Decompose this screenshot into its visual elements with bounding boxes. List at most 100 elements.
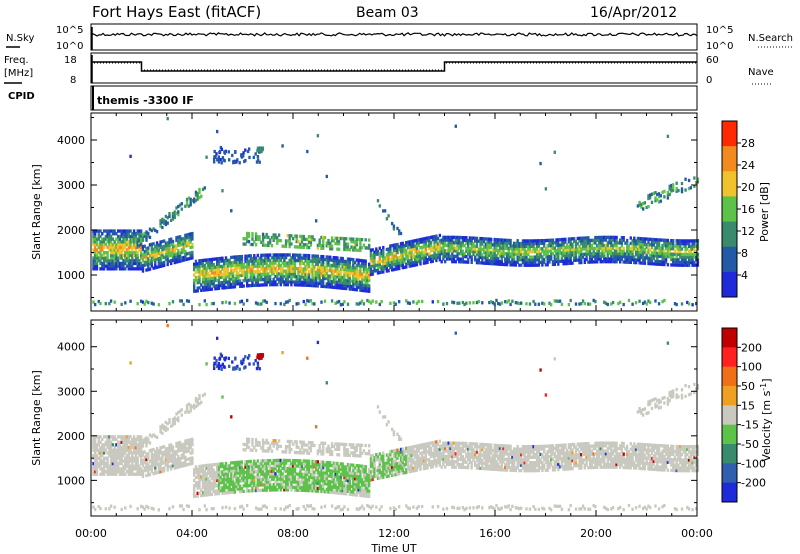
- power-cell: [338, 248, 340, 251]
- power-cell: [259, 150, 261, 153]
- power-colorbar-swatch: [722, 146, 737, 172]
- power-cell: [623, 236, 625, 239]
- velocity-cell: [234, 507, 236, 510]
- power-cell: [594, 300, 596, 303]
- power-cell: [619, 301, 621, 304]
- power-cell: [368, 238, 370, 241]
- nave-tick-top: 60: [706, 55, 719, 66]
- velocity-cell: [177, 416, 179, 419]
- power-cell: [253, 156, 255, 159]
- power-cell: [161, 226, 163, 229]
- power-cell: [623, 303, 625, 306]
- power-cell: [281, 144, 283, 147]
- velocity-cell: [94, 508, 96, 511]
- power-cell: [234, 302, 236, 305]
- velocity-cell: [168, 507, 170, 510]
- velocity-cell: [167, 324, 169, 327]
- power-colorbar-swatch: [722, 171, 737, 197]
- nsky-tick-bottom: 10^0: [56, 41, 83, 52]
- power-cell: [211, 288, 213, 291]
- power-colorbar-tick-label: 16: [741, 203, 755, 216]
- power-cell: [554, 151, 556, 154]
- power-colorbar-tick-label: 28: [741, 137, 755, 150]
- velocity-cell: [205, 508, 207, 511]
- power-cell: [324, 300, 326, 303]
- power-cell: [377, 199, 379, 202]
- power-cell: [380, 300, 382, 303]
- power-cell: [225, 301, 227, 304]
- power-cell: [628, 299, 630, 302]
- power-cell: [660, 194, 662, 197]
- power-cell: [361, 238, 363, 241]
- power-cell: [389, 302, 391, 305]
- power-cell: [395, 303, 397, 306]
- power-cell: [215, 152, 217, 155]
- power-cell: [223, 150, 225, 153]
- power-cell: [368, 244, 370, 247]
- velocity-cell: [200, 401, 202, 404]
- power-cell: [320, 301, 322, 304]
- power-cell: [638, 300, 640, 303]
- power-cell: [331, 299, 333, 302]
- power-cell: [458, 302, 460, 305]
- power-cell: [681, 182, 683, 185]
- power-cell: [658, 302, 660, 305]
- power-cell: [289, 299, 291, 302]
- velocity-cell: [149, 441, 151, 444]
- power-cell: [384, 209, 386, 212]
- y-tick-label: 2000: [57, 224, 85, 237]
- power-cell: [387, 269, 389, 272]
- freq-label-top: Freq.: [4, 55, 29, 66]
- power-cell: [386, 217, 388, 220]
- nsky-tick-top: 10^5: [56, 25, 83, 36]
- power-cell: [297, 302, 299, 305]
- power-cell: [538, 303, 540, 306]
- power-cell: [278, 234, 280, 237]
- power-cell: [559, 300, 561, 303]
- radar-summary-plot: Fort Hays East (fitACF) Beam 03 16/Apr/2…: [0, 0, 800, 554]
- power-cell: [110, 299, 112, 302]
- power-cell: [129, 155, 131, 158]
- cpid-label: CPID: [8, 91, 35, 102]
- velocity-cell: [156, 436, 158, 439]
- power-cell: [243, 284, 245, 287]
- power-cell: [99, 302, 101, 305]
- velocity-cell: [167, 427, 169, 430]
- power-cell: [667, 135, 669, 138]
- power-cell: [649, 301, 651, 304]
- power-cell: [243, 302, 245, 305]
- power-cell: [365, 260, 367, 263]
- power-colorbar-tick-label: 4: [741, 269, 748, 282]
- power-cell: [336, 256, 338, 259]
- power-cell: [231, 154, 233, 157]
- velocity-cell: [158, 508, 160, 511]
- power-cell: [331, 245, 333, 248]
- velocity-cell: [191, 456, 193, 459]
- power-cell: [280, 239, 282, 242]
- power-cell: [534, 303, 536, 306]
- power-cell: [213, 155, 215, 158]
- power-cell: [204, 186, 206, 189]
- velocity-cell: [172, 446, 174, 449]
- velocity-cell: [161, 432, 163, 435]
- power-cell: [168, 212, 170, 215]
- power-cell: [677, 189, 679, 192]
- nave-tick-bottom: 0: [706, 75, 712, 86]
- power-cell: [188, 300, 190, 303]
- power-cell: [222, 156, 224, 159]
- power-cell: [248, 156, 250, 159]
- power-cell: [158, 303, 160, 306]
- power-cell: [660, 200, 662, 203]
- power-cell: [244, 149, 246, 152]
- power-cell: [520, 302, 522, 305]
- velocity-cell: [129, 361, 131, 364]
- power-cell: [147, 301, 149, 304]
- power-cell: [137, 302, 139, 305]
- power-cell: [465, 302, 467, 305]
- power-cell: [430, 241, 432, 244]
- power-cell: [453, 301, 455, 304]
- power-cell: [329, 256, 331, 259]
- power-cell: [313, 238, 315, 241]
- power-cell: [347, 303, 349, 306]
- power-cell: [322, 255, 324, 258]
